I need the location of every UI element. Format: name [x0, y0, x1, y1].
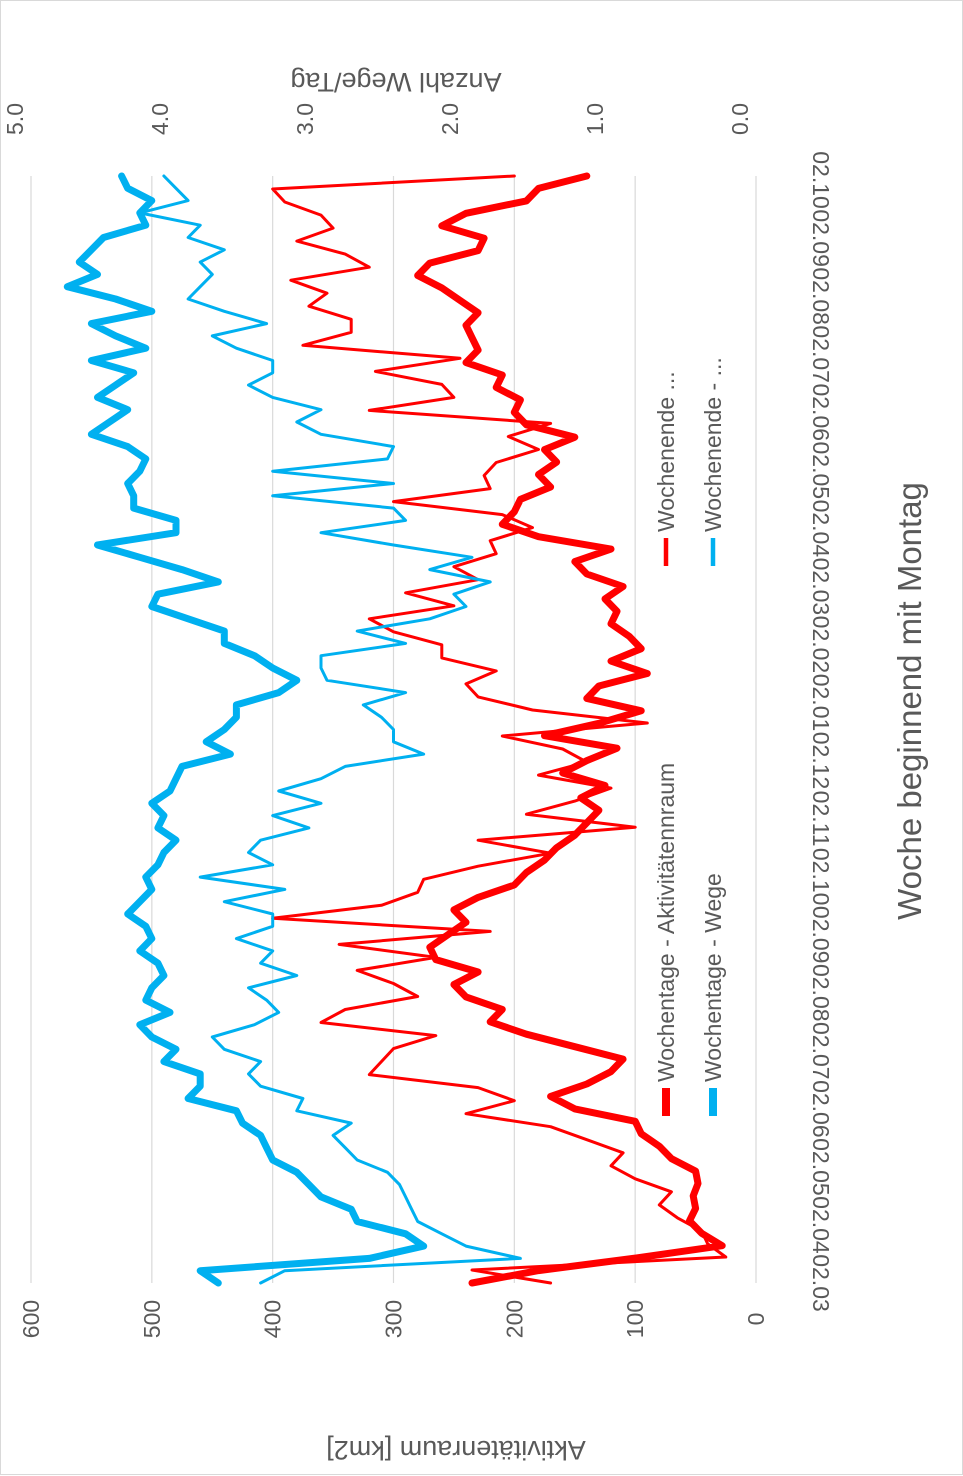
- y-left-axis-title: Aktivitätenraum [km2]: [326, 1435, 586, 1465]
- right-tick-label: 1.0: [582, 103, 608, 135]
- x-tick-label: 02.05: [808, 1138, 834, 1196]
- x-tick-label: 02.04: [808, 500, 834, 558]
- x-tick-label: 02.03: [808, 558, 834, 616]
- series-line: [138, 174, 522, 1285]
- legend-label: Wochentage - Wege: [700, 873, 726, 1082]
- x-tick-label: 02.06: [808, 1080, 834, 1138]
- x-tick-label: 02.08: [808, 267, 834, 325]
- right-tick-label: 4.0: [147, 103, 173, 135]
- series-lines: [63, 172, 728, 1287]
- x-tick-label: 02.09: [808, 209, 834, 267]
- y-right-axis-title: Anzahl Wege/Tag: [290, 67, 501, 97]
- left-tick-label: 100: [622, 1300, 648, 1338]
- x-tick-label: 02.04: [808, 1196, 834, 1254]
- x-tick-label: 02.08: [808, 964, 834, 1022]
- left-tick-label: 300: [381, 1300, 407, 1338]
- left-axis-ticks: 0 100 200 300 400 500 600: [18, 1300, 769, 1338]
- x-tick-label: 02.05: [808, 442, 834, 500]
- right-tick-label: 2.0: [437, 103, 463, 135]
- x-tick-labels: 02.0302.0402.0502.0602.0702.0802.0902.10…: [808, 151, 834, 1312]
- x-axis-title: Woche beginnend mit Montag: [891, 482, 928, 920]
- legend: Wochentage - Aktivitätennraum Wochentage …: [653, 357, 726, 1116]
- x-tick-label: 02.07: [808, 325, 834, 383]
- right-tick-label: 3.0: [292, 103, 318, 135]
- x-tick-label: 02.07: [808, 1022, 834, 1080]
- right-tick-label: 0.0: [727, 103, 753, 135]
- left-tick-label: 200: [501, 1300, 527, 1338]
- x-tick-label: 02.03: [808, 1254, 834, 1312]
- x-tick-label: 02.09: [808, 906, 834, 964]
- x-tick-label: 02.10: [808, 151, 834, 209]
- series-line: [271, 174, 728, 1285]
- legend-label: Wochentage - Aktivitätennraum: [653, 763, 679, 1082]
- legend-label: Wochenende - ...: [700, 357, 726, 532]
- right-axis-ticks: 0.0 1.0 2.0 3.0 4.0 5.0: [2, 103, 753, 135]
- left-tick-label: 0: [743, 1313, 769, 1326]
- x-tick-label: 02.06: [808, 383, 834, 441]
- legend-label: Wochenende ...: [653, 371, 679, 532]
- x-tick-label: 02.02: [808, 616, 834, 674]
- x-tick-label: 02.01: [808, 674, 834, 732]
- series-line: [63, 172, 428, 1287]
- left-tick-label: 600: [18, 1300, 44, 1338]
- right-tick-label: 5.0: [2, 103, 28, 135]
- x-tick-label: 02.10: [808, 848, 834, 906]
- left-tick-label: 400: [260, 1300, 286, 1338]
- x-tick-label: 02.11: [808, 791, 834, 847]
- x-tick-label: 02.12: [808, 732, 834, 790]
- left-tick-label: 500: [139, 1300, 165, 1338]
